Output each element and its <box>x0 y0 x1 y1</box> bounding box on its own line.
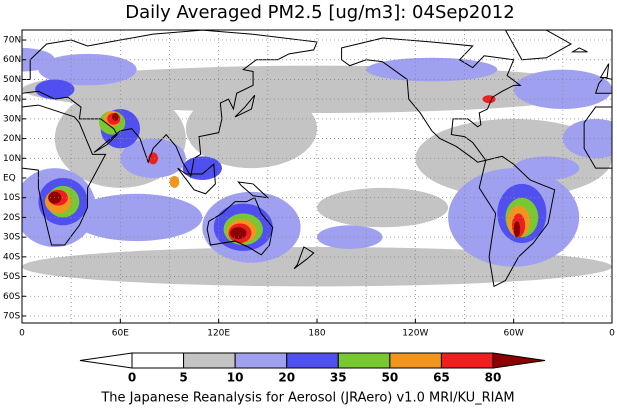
colorbar-box <box>337 352 391 369</box>
lat-label: 70N <box>3 36 21 46</box>
lat-label: 20N <box>3 134 21 144</box>
lat-label: 10N <box>3 154 21 164</box>
coastline <box>234 94 256 118</box>
pm-field <box>317 187 449 228</box>
pm-field <box>513 156 580 180</box>
pm-field <box>513 221 521 238</box>
footer: The Japanese Reanalysis for Aerosol (JRA… <box>100 391 514 406</box>
colorbar-label: 10 <box>227 371 244 385</box>
colorbar-label: 20 <box>278 371 295 385</box>
lat-label: 60N <box>3 55 21 65</box>
pm-field <box>112 112 119 121</box>
colorbar-label: 80 <box>485 371 502 385</box>
pm-field <box>38 53 137 86</box>
lon-label: 60W <box>503 329 523 339</box>
colorbar-box <box>234 352 288 369</box>
lon-label: 180 <box>308 329 325 339</box>
title: Daily Averaged PM2.5 [ug/m3]: 04Sep2012 <box>125 2 514 23</box>
lat-label: 70S <box>3 311 20 321</box>
coastline <box>583 106 612 169</box>
colorbar-label: 35 <box>330 371 347 385</box>
lat-label: 60S <box>3 292 20 302</box>
lat-label: 20S <box>3 213 20 223</box>
pm-field <box>35 79 75 100</box>
colorbar-label: 5 <box>179 371 187 385</box>
colorbar-label: 50 <box>382 371 399 385</box>
lat-label: 50S <box>3 272 20 282</box>
pm-field <box>366 57 498 82</box>
coastline <box>22 104 107 246</box>
coastline <box>570 47 588 53</box>
lon-label: 120W <box>402 329 428 339</box>
colorbar-box <box>440 352 494 369</box>
lat-label: 40S <box>3 252 20 262</box>
lon-label: 0 <box>609 329 615 339</box>
colorbar-label: 0 <box>128 371 136 385</box>
lat-label: 40N <box>3 95 21 105</box>
pm-field <box>230 227 247 240</box>
coastline <box>237 181 270 199</box>
pm-field <box>182 156 222 180</box>
lon-label: 0 <box>19 329 25 339</box>
coastline <box>206 197 274 256</box>
colorbar-box <box>286 352 339 369</box>
colorbar-label: 65 <box>433 371 450 385</box>
coastline <box>177 163 216 195</box>
lat-label: 10S <box>3 193 20 203</box>
colorbar-box <box>183 352 236 369</box>
colorbar-box <box>389 352 442 369</box>
map-area <box>22 30 612 323</box>
coastline <box>22 30 318 178</box>
pm-field <box>185 89 317 169</box>
colorbar-box <box>131 352 185 369</box>
coastline <box>504 30 573 61</box>
colorbar-arrow-low <box>79 352 133 369</box>
coastline <box>293 246 315 270</box>
pm-field <box>562 118 612 159</box>
lat-label: 30N <box>3 114 21 124</box>
lat-label: 50N <box>3 75 21 85</box>
coastline <box>341 37 522 163</box>
pm-field <box>71 193 203 242</box>
lon-label: 60E <box>112 329 129 339</box>
coastline <box>594 76 612 94</box>
coastline <box>599 63 610 78</box>
lon-label: 120E <box>207 329 230 339</box>
pm-field <box>169 176 180 188</box>
colorbar-arrow-high <box>492 352 546 369</box>
lat-label: EQ <box>3 174 16 184</box>
lat-label: 30S <box>3 233 20 243</box>
pm-field <box>317 225 383 249</box>
